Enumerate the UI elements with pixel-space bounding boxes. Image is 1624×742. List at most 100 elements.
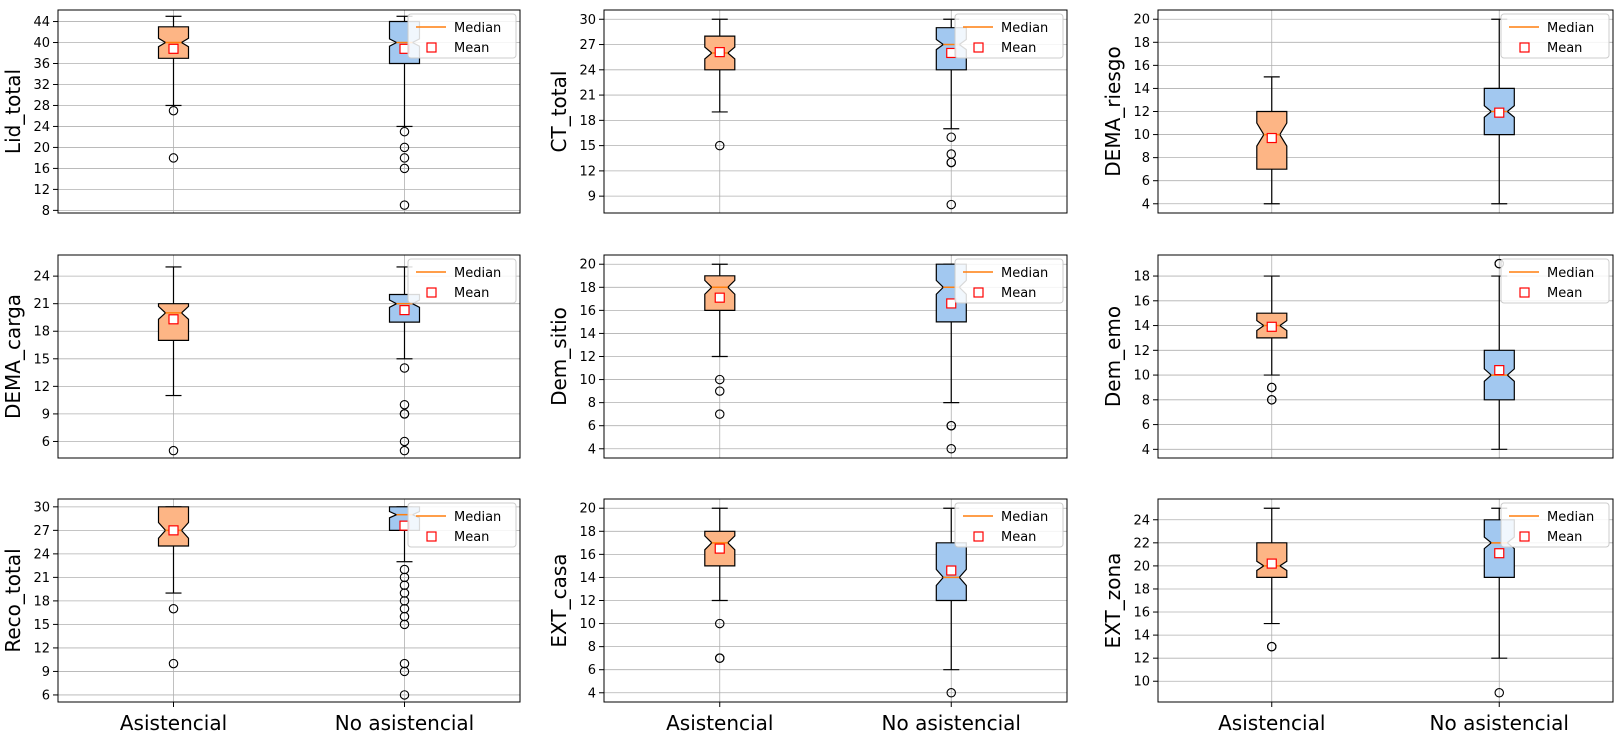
y-tick-label: 15 xyxy=(579,139,596,154)
outlier-point xyxy=(168,445,179,456)
y-tick-label: 24 xyxy=(1133,513,1150,528)
box-no-asistencial xyxy=(1483,258,1515,450)
outlier-point xyxy=(168,603,179,614)
legend-median-label: Median xyxy=(1547,510,1594,525)
mean-marker xyxy=(1494,548,1505,559)
y-tick-label: 14 xyxy=(1133,319,1150,334)
y-tick-label: 24 xyxy=(33,270,50,285)
y-tick-label: 12 xyxy=(33,380,50,395)
y-axis-label: EXT_casa xyxy=(547,553,571,647)
outlier-point xyxy=(399,658,410,669)
y-tick-label: 24 xyxy=(33,120,50,135)
y-axis-label: DEMA_carga xyxy=(1,294,25,419)
axes-frame xyxy=(1157,9,1614,214)
y-tick-label: 14 xyxy=(579,327,596,342)
legend: Median Mean xyxy=(1500,13,1610,59)
box-no-asistencial xyxy=(1483,18,1515,205)
y-tick-label: 4 xyxy=(588,442,596,457)
legend: Median Mean xyxy=(1500,502,1610,548)
mean-marker xyxy=(946,565,957,576)
y-tick-label: 18 xyxy=(1133,36,1150,51)
outlier-point xyxy=(399,666,410,677)
y-tick-label: 24 xyxy=(579,63,596,78)
legend-mean-swatch xyxy=(426,531,437,542)
y-tick-label: 8 xyxy=(588,640,596,655)
legend-median-label: Median xyxy=(1547,266,1594,281)
axes-frame xyxy=(603,9,1068,214)
x-tick-label: No asistencial xyxy=(1430,711,1569,735)
box-asistencial xyxy=(1256,507,1288,652)
y-tick-label: 18 xyxy=(579,525,596,540)
axes-frame xyxy=(57,498,521,703)
y-tick-label: 6 xyxy=(588,663,596,678)
y-tick-label: 6 xyxy=(588,419,596,434)
y-tick-label: 4 xyxy=(1142,197,1150,212)
legend-median-label: Median xyxy=(1547,21,1594,36)
y-tick-label: 6 xyxy=(1142,418,1150,433)
y-tick-label: 28 xyxy=(33,99,50,114)
x-tick-label: No asistencial xyxy=(882,711,1021,735)
y-tick-label: 18 xyxy=(579,114,596,129)
y-tick-label: 14 xyxy=(579,571,596,586)
outlier-point xyxy=(168,658,179,669)
box-asistencial xyxy=(704,18,736,151)
legend-mean-label: Mean xyxy=(454,286,489,301)
box-no-asistencial xyxy=(388,266,421,456)
outlier-point xyxy=(399,572,410,583)
legend-mean-swatch xyxy=(426,287,437,298)
y-tick-label: 9 xyxy=(42,665,50,680)
legend-median-label: Median xyxy=(1001,510,1048,525)
y-tick-label: 4 xyxy=(588,686,596,701)
y-tick-label: 15 xyxy=(33,352,50,367)
outlier-point xyxy=(399,200,410,210)
legend: Median Mean xyxy=(407,13,517,59)
legend-mean-label: Mean xyxy=(1001,286,1036,301)
subplot-5: 4 6 8 10 12 14 16 18 20 Median Mean Dem_sitio xyxy=(547,254,1068,459)
outlier-point xyxy=(946,157,956,168)
legend-median-label: Median xyxy=(454,21,501,36)
legend-mean-swatch xyxy=(1519,531,1530,542)
y-tick-label: 4 xyxy=(1142,443,1150,458)
y-tick-label: 8 xyxy=(42,204,50,219)
y-tick-label: 16 xyxy=(1133,294,1150,309)
legend: Median Mean xyxy=(1500,258,1610,304)
subplot-2: 9 12 15 18 21 24 27 30 Median Mean CT_total xyxy=(547,9,1068,214)
mean-marker xyxy=(399,305,410,316)
outlier-point xyxy=(399,363,410,373)
outlier-point xyxy=(946,199,956,210)
mean-marker xyxy=(946,47,957,59)
mean-marker xyxy=(714,543,725,554)
legend-mean-swatch xyxy=(426,42,437,53)
y-tick-label: 30 xyxy=(579,13,596,28)
box-asistencial xyxy=(1256,76,1288,205)
y-tick-label: 18 xyxy=(1133,270,1150,285)
mean-marker xyxy=(714,292,725,303)
y-tick-label: 21 xyxy=(579,89,596,104)
legend-median-label: Median xyxy=(454,266,501,281)
outlier-point xyxy=(1267,641,1277,652)
outlier-point xyxy=(714,653,725,663)
y-tick-label: 16 xyxy=(1133,606,1150,621)
outlier-point xyxy=(399,619,410,630)
y-tick-label: 22 xyxy=(1133,536,1150,551)
legend-mean-label: Mean xyxy=(454,530,489,545)
outlier-point xyxy=(399,163,410,174)
y-tick-label: 12 xyxy=(33,641,50,656)
outlier-point xyxy=(168,153,179,163)
outlier-point xyxy=(399,153,410,163)
outlier-point xyxy=(946,688,956,698)
y-tick-label: 20 xyxy=(1133,559,1150,574)
y-tick-label: 18 xyxy=(1133,582,1150,597)
y-tick-label: 10 xyxy=(579,373,596,388)
y-tick-label: 12 xyxy=(1133,652,1150,667)
axes-frame xyxy=(603,254,1068,459)
mean-marker xyxy=(168,314,179,325)
legend-mean-label: Mean xyxy=(1547,286,1582,301)
outlier-point xyxy=(714,140,725,151)
y-tick-label: 10 xyxy=(1133,675,1150,690)
outlier-point xyxy=(399,409,410,419)
axes-frame xyxy=(57,9,521,214)
y-axis-label: Dem_sitio xyxy=(547,307,571,406)
box-asistencial xyxy=(704,507,736,663)
y-tick-label: 24 xyxy=(33,547,50,562)
